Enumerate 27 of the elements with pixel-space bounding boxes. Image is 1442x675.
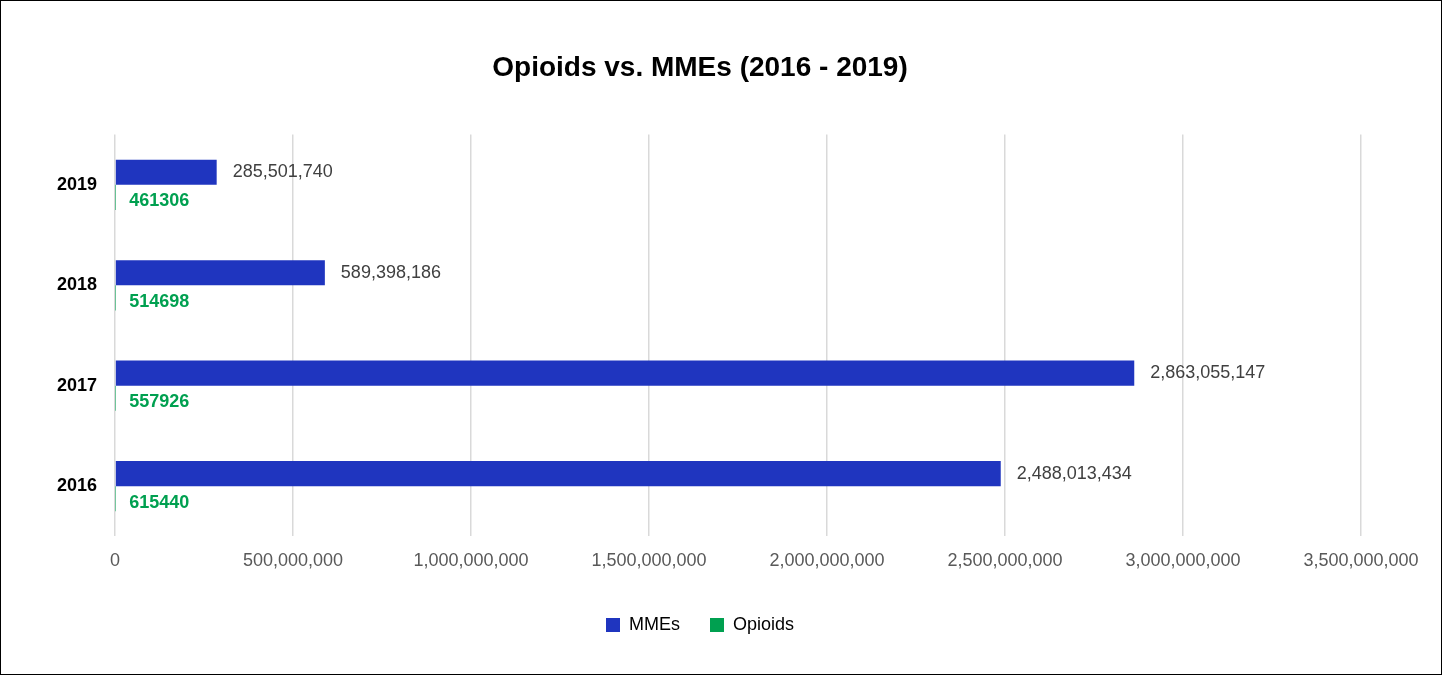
bar xyxy=(115,260,325,286)
x-tick-label: 3,000,000,000 xyxy=(1125,550,1241,571)
data-label: 615440 xyxy=(129,491,190,512)
data-label: 461306 xyxy=(129,190,190,211)
x-tick-label: 3,500,000,000 xyxy=(1303,550,1419,571)
bar xyxy=(115,461,1001,487)
y-tick-label: 2017 xyxy=(57,374,98,395)
data-label: 2,863,055,147 xyxy=(1150,362,1266,383)
legend-label: MMEs xyxy=(628,613,680,634)
y-tick-label: 2019 xyxy=(57,173,98,194)
x-tick-label: 2,500,000,000 xyxy=(947,550,1063,571)
bar xyxy=(115,360,1135,386)
x-tick-label: 1,000,000,000 xyxy=(413,550,529,571)
x-tick-label: 500,000,000 xyxy=(242,550,344,571)
y-tick-label: 2016 xyxy=(57,475,98,496)
y-tick-label: 2018 xyxy=(57,274,98,295)
x-tick-label: 2,000,000,000 xyxy=(769,550,885,571)
data-label: 589,398,186 xyxy=(340,261,441,282)
legend-label: Opioids xyxy=(732,613,795,634)
x-tick-label: 1,500,000,000 xyxy=(591,550,707,571)
x-tick-label: 0 xyxy=(110,550,121,571)
chart-title: Opioids vs. MMEs (2016 - 2019) xyxy=(492,50,908,82)
data-label: 2,488,013,434 xyxy=(1016,462,1132,483)
data-label: 557926 xyxy=(129,391,190,412)
bar xyxy=(115,159,217,185)
data-label: 514698 xyxy=(129,290,190,311)
data-label: 285,501,740 xyxy=(232,161,333,182)
